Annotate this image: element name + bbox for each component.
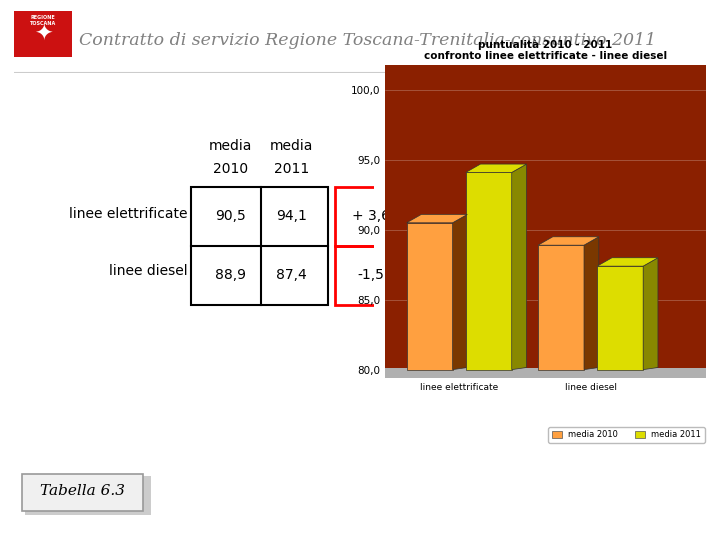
Bar — [538, 245, 584, 369]
Bar — [597, 266, 643, 369]
Polygon shape — [512, 164, 526, 369]
Polygon shape — [584, 237, 599, 369]
Polygon shape — [597, 258, 658, 266]
Text: media: media — [209, 139, 252, 153]
Text: 88,9: 88,9 — [215, 268, 246, 282]
Polygon shape — [453, 214, 467, 369]
Bar — [14, 11, 72, 57]
Text: la puntualità: la puntualità — [631, 111, 706, 122]
Text: linee diesel: linee diesel — [109, 264, 187, 278]
FancyBboxPatch shape — [22, 474, 143, 511]
Text: linee elettrificate: linee elettrificate — [68, 207, 187, 221]
FancyBboxPatch shape — [385, 368, 706, 378]
Polygon shape — [407, 214, 467, 223]
Text: ✦: ✦ — [34, 25, 53, 45]
Polygon shape — [643, 258, 658, 369]
Bar — [335, 187, 407, 246]
Bar — [466, 172, 512, 369]
Legend: media 2010, media 2011: media 2010, media 2011 — [548, 427, 705, 443]
Text: 2010: 2010 — [213, 161, 248, 176]
Text: 2011: 2011 — [274, 161, 309, 176]
Text: media: media — [270, 139, 313, 153]
Text: Contratto di servizio Regione Toscana-Trenitalia-consuntivo 2011: Contratto di servizio Regione Toscana-Tr… — [79, 32, 656, 49]
Text: -1,5: -1,5 — [357, 268, 384, 282]
Text: Analisi del livello generale del servizio: Analisi del livello generale del servizi… — [508, 83, 706, 92]
Bar — [407, 223, 453, 369]
Polygon shape — [466, 164, 526, 172]
Bar — [191, 187, 328, 305]
Polygon shape — [538, 237, 599, 245]
Text: 94,1: 94,1 — [276, 210, 307, 224]
FancyBboxPatch shape — [25, 476, 151, 515]
Text: Tabella 6.3: Tabella 6.3 — [40, 484, 125, 498]
Bar — [335, 246, 407, 305]
Title: puntualità 2010 - 2011
confronto linee elettrificate - linee diesel: puntualità 2010 - 2011 confronto linee e… — [424, 39, 667, 61]
Text: 90,5: 90,5 — [215, 210, 246, 224]
Text: 87,4: 87,4 — [276, 268, 307, 282]
Text: + 3,6: + 3,6 — [352, 210, 390, 224]
Text: REGIONE
TOSCANA: REGIONE TOSCANA — [30, 15, 56, 26]
